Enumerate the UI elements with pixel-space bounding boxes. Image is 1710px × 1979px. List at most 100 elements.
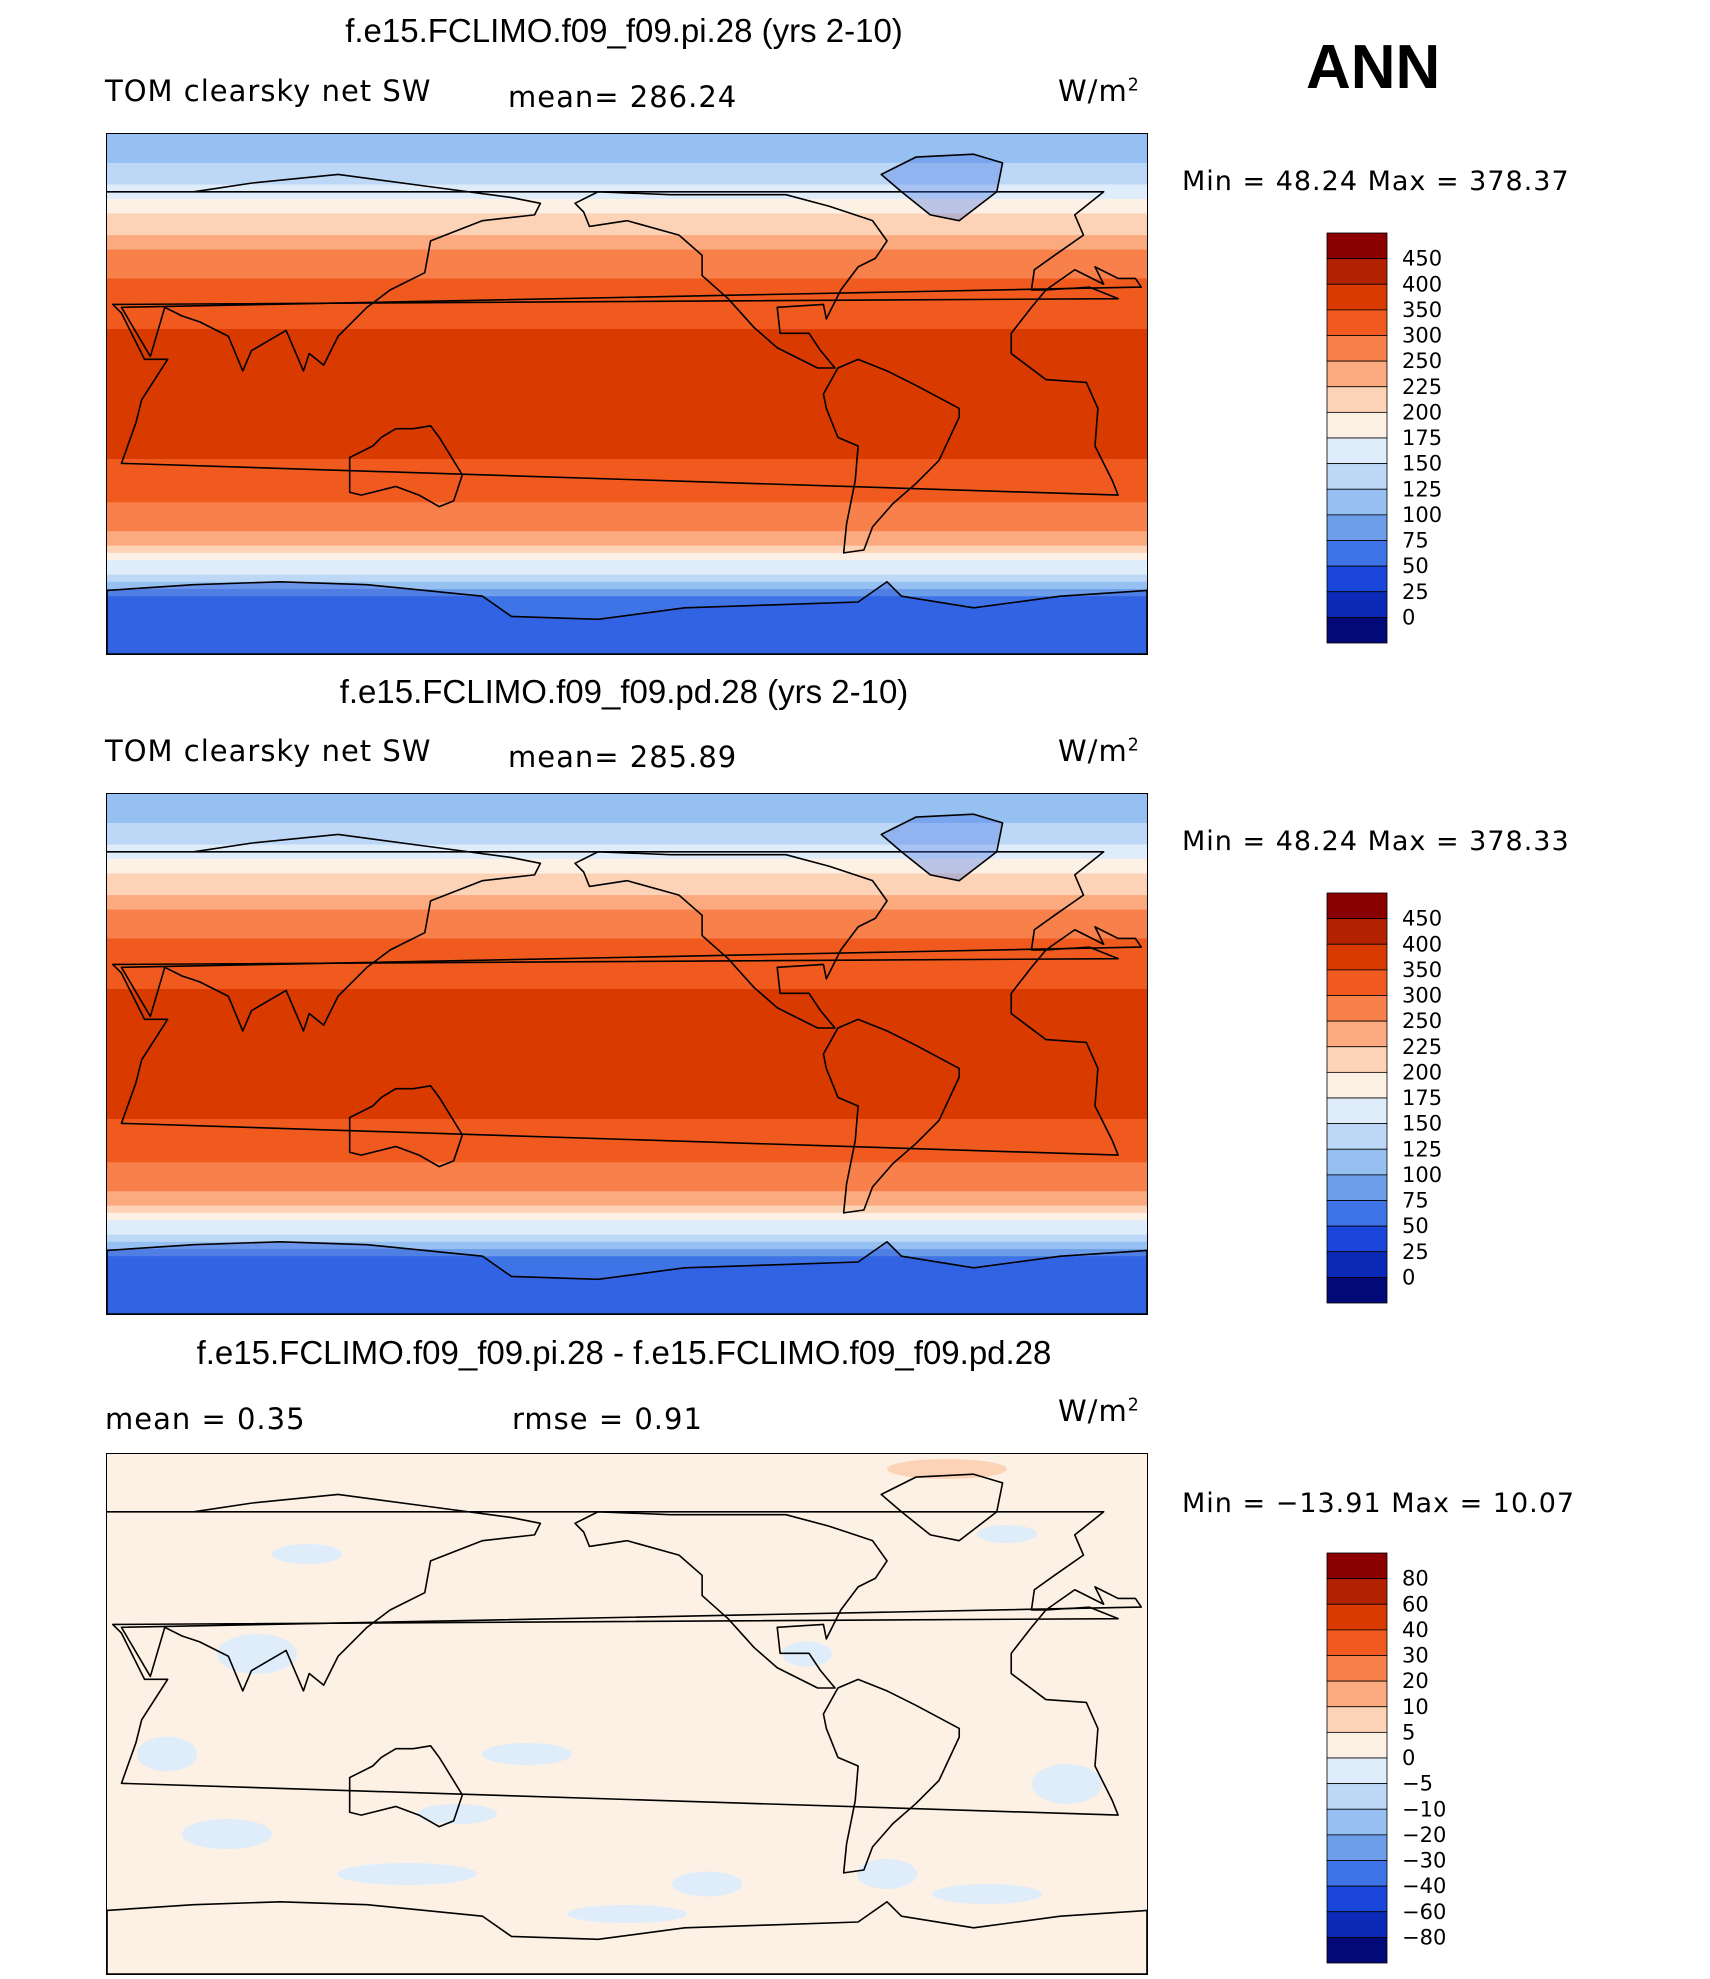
colorbar-label: 75 — [1402, 529, 1429, 553]
map-band — [107, 1010, 1147, 1019]
map-band — [107, 437, 1147, 446]
map-band — [107, 1234, 1147, 1243]
map-band — [107, 1003, 1147, 1012]
colorbar-box — [1326, 1071, 1388, 1099]
map-negative-patch — [272, 1544, 342, 1564]
map-band — [107, 1039, 1147, 1048]
map-band — [107, 574, 1147, 583]
map-band — [107, 516, 1147, 525]
panel3-mean-label: mean = 0.35 — [105, 1402, 306, 1436]
map-band — [107, 1061, 1147, 1070]
colorbar-label: 0 — [1402, 605, 1415, 629]
map-band — [107, 343, 1147, 352]
colorbar-label: 150 — [1402, 1112, 1442, 1136]
map-band — [107, 1263, 1147, 1272]
coastline-greenland — [880, 1473, 1004, 1542]
map-band — [107, 271, 1147, 280]
map-band — [107, 1241, 1147, 1250]
map-band — [107, 401, 1147, 410]
map-band — [107, 1090, 1147, 1098]
map-band — [107, 264, 1147, 272]
panel2-minmax: Min = 48.24 Max = 378.33 — [1182, 826, 1570, 857]
map-band — [107, 603, 1147, 612]
map-band — [107, 1162, 1147, 1171]
map-band — [107, 394, 1147, 402]
map-negative-patch — [977, 1525, 1037, 1543]
colorbar-label: 10 — [1402, 1695, 1429, 1719]
map-band — [107, 329, 1147, 337]
map-band — [107, 473, 1147, 482]
map-band — [107, 285, 1147, 294]
colorbar-box — [1326, 258, 1388, 285]
colorbar-box — [1326, 1629, 1388, 1656]
map-band — [107, 960, 1147, 968]
coastline-eurasia — [107, 1493, 1143, 1692]
coastline-africa — [111, 946, 1119, 1156]
colorbar-box — [1326, 1578, 1388, 1605]
colorbar-box — [1326, 1552, 1388, 1580]
map-band — [107, 307, 1147, 316]
map-band — [107, 1176, 1147, 1185]
colorbar-box — [1326, 1757, 1388, 1785]
panel2-map-svg — [107, 794, 1147, 1314]
map-band — [107, 531, 1147, 540]
colorbar-box — [1326, 232, 1388, 260]
map-band — [107, 981, 1147, 990]
coastline-northamerica — [574, 190, 888, 369]
panel1-mean-label: mean= 286.24 — [508, 80, 738, 114]
coastline-antarctica — [107, 1240, 1147, 1314]
map-band — [107, 1256, 1147, 1265]
colorbar-box — [1326, 1200, 1388, 1227]
map-negative-patch — [182, 1819, 272, 1849]
map-band — [107, 560, 1147, 568]
map-band — [107, 866, 1147, 875]
colorbar-label: 75 — [1402, 1189, 1429, 1213]
map-band — [107, 895, 1147, 903]
colorbar-box — [1326, 591, 1388, 618]
colorbar-box — [1326, 1834, 1388, 1861]
panel2-mean-label: mean= 285.89 — [508, 740, 738, 774]
map-band — [107, 495, 1147, 503]
map-band — [107, 422, 1147, 431]
colorbar-label: 20 — [1402, 1669, 1429, 1693]
map-band — [107, 1306, 1147, 1314]
colorbar-label: 0 — [1402, 1265, 1415, 1289]
colorbar-box — [1326, 1783, 1388, 1810]
coastline-antarctica — [107, 580, 1147, 654]
map-band — [107, 350, 1147, 359]
colorbar-label: 25 — [1402, 1240, 1429, 1264]
colorbar-box — [1326, 1655, 1388, 1682]
map-band — [107, 1147, 1147, 1156]
colorbar-label: −10 — [1402, 1797, 1446, 1821]
panel1-map-svg — [107, 134, 1147, 654]
map-band — [107, 1299, 1147, 1308]
panel2-units: W/m2 — [1058, 734, 1140, 768]
panel2-title: f.e15.FCLIMO.f09_f09.pd.28 (yrs 2-10) — [339, 673, 909, 710]
colorbar-label: 100 — [1402, 1163, 1442, 1187]
colorbar-box — [1326, 1936, 1388, 1964]
map-negative-patch — [1032, 1764, 1102, 1804]
season-label: ANN — [1306, 33, 1441, 102]
colorbar-box — [1326, 335, 1388, 362]
map-band — [107, 177, 1147, 186]
map-band — [107, 1140, 1147, 1149]
colorbar-label: 250 — [1402, 349, 1442, 373]
colorbar-box — [1326, 1225, 1388, 1253]
colorbar-box — [1326, 1020, 1388, 1048]
colorbar-box — [1326, 1046, 1388, 1073]
map-band — [107, 1133, 1147, 1142]
map-band — [107, 617, 1147, 626]
colorbar-label: 300 — [1402, 324, 1442, 348]
map-band — [107, 235, 1147, 243]
colorbar-label: 150 — [1402, 452, 1442, 476]
map-negative-patch — [857, 1859, 917, 1889]
colorbar-label: −5 — [1402, 1772, 1433, 1796]
map-band — [107, 444, 1147, 453]
coastline-eurasia — [107, 173, 1143, 372]
colorbar-label: 125 — [1402, 477, 1442, 501]
map-band — [107, 480, 1147, 489]
map-band — [107, 524, 1147, 532]
map-band — [107, 1191, 1147, 1200]
